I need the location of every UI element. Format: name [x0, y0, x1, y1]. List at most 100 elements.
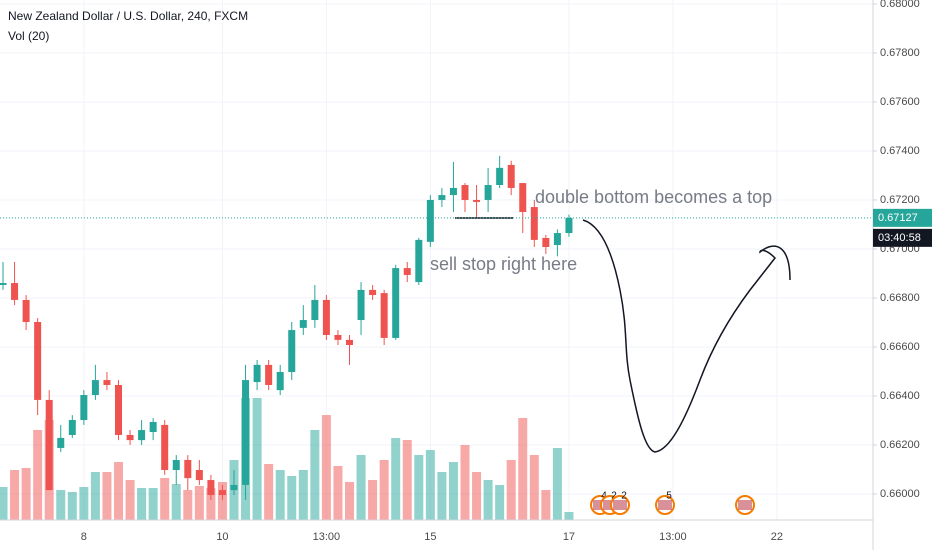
volume-bar: [275, 470, 285, 520]
volume-bar: [67, 492, 77, 520]
candle-body: [403, 268, 411, 275]
volume-bar: [148, 488, 158, 520]
volume-bar: [460, 445, 470, 520]
y-tick-label: 0.67200: [880, 194, 920, 206]
candle-body: [288, 330, 296, 372]
volume-bar: [518, 418, 528, 520]
volume-bar: [379, 460, 389, 520]
candle-body: [115, 384, 122, 435]
volume-bar: [217, 482, 227, 520]
volume-bar: [0, 487, 8, 520]
volume-bar: [425, 450, 435, 520]
candle-body: [311, 299, 319, 321]
candle-body: [0, 283, 7, 285]
candle-body: [253, 364, 261, 383]
candle-body: [195, 470, 203, 481]
volume-bar: [90, 472, 100, 520]
event-icon: [735, 495, 755, 515]
volume-bar: [56, 490, 66, 520]
chart-title: New Zealand Dollar / U.S. Dollar, 240, F…: [8, 9, 248, 23]
flag: [613, 500, 627, 510]
flag: [658, 500, 672, 510]
volume-bar: [206, 488, 216, 520]
volume-bar: [414, 455, 424, 520]
x-tick-label: 17: [563, 531, 575, 543]
y-tick-label: 0.68000: [880, 0, 920, 10]
x-tick-label: 15: [424, 531, 436, 543]
candle-body: [438, 195, 446, 200]
y-tick-label: 0.67800: [880, 47, 920, 59]
candle-body: [80, 395, 88, 421]
volume-bar: [345, 482, 354, 520]
flag: [738, 500, 752, 510]
candle-body: [530, 207, 538, 240]
candle-body: [276, 371, 284, 391]
candle-body: [34, 321, 42, 400]
countdown-box: [873, 228, 932, 247]
candle-body: [11, 283, 19, 300]
candle-body: [346, 339, 353, 346]
volume-bar: [33, 430, 43, 520]
volume-bar: [310, 430, 320, 520]
y-tick-label: 0.66800: [880, 292, 920, 304]
candle-body: [542, 237, 550, 248]
volume-bar: [114, 462, 123, 520]
annotation: sell stop right here: [430, 254, 577, 274]
candle-body: [57, 437, 65, 448]
volume-bar: [391, 438, 401, 520]
candle-body: [230, 484, 238, 491]
x-tick-label: 8: [81, 531, 87, 543]
candle-body: [184, 459, 192, 479]
candle-body: [126, 434, 134, 441]
y-tick-label: 0.67400: [880, 145, 920, 157]
candle-body: [218, 490, 226, 496]
candle-body: [265, 364, 273, 385]
candle-body: [299, 320, 307, 328]
candle-body: [565, 217, 573, 234]
volume-bar: [171, 484, 181, 520]
candle-body: [103, 380, 111, 385]
last-price-box: [873, 208, 932, 227]
candle-body: [415, 239, 423, 283]
freehand-drawing: [582, 219, 791, 453]
last-price-label: 0.67127: [878, 212, 918, 224]
volume-bar: [472, 472, 482, 520]
candle-body: [392, 268, 400, 338]
volume-label: Vol (20): [8, 29, 49, 43]
volume-pane: [0, 398, 574, 520]
volume-bar: [10, 470, 20, 520]
candle-body: [161, 424, 169, 471]
volume-bar: [194, 486, 204, 520]
volume-bar: [495, 485, 505, 520]
candle-body: [426, 199, 434, 242]
volume-bar: [483, 480, 493, 520]
volume-bar: [298, 470, 308, 520]
volume-bar: [160, 478, 170, 520]
grid: [0, 0, 873, 520]
x-tick-label: 10: [216, 531, 228, 543]
candle-body: [207, 480, 215, 496]
volume-bar: [102, 472, 112, 520]
candle-body: [507, 164, 515, 188]
volume-bar: [321, 415, 331, 520]
event-count: 2: [611, 491, 617, 502]
y-tick-label: 0.66600: [880, 341, 920, 353]
volume-bar: [125, 480, 135, 520]
candle-body: [496, 167, 504, 186]
candle-body: [461, 185, 469, 200]
volume-bar: [552, 448, 562, 520]
event-count: 5: [666, 491, 672, 502]
candle-body: [172, 459, 180, 471]
candles: [0, 155, 573, 500]
annotation: double bottom becomes a top: [535, 187, 772, 207]
candle-body: [22, 299, 30, 322]
candle-body: [380, 293, 388, 338]
y-tick-label: 0.66000: [880, 488, 920, 500]
volume-bar: [564, 512, 574, 520]
event-count: 2: [621, 491, 627, 502]
y-tick-label: 0.66400: [880, 390, 920, 402]
candle-body: [322, 299, 330, 335]
candle-body: [91, 380, 99, 396]
